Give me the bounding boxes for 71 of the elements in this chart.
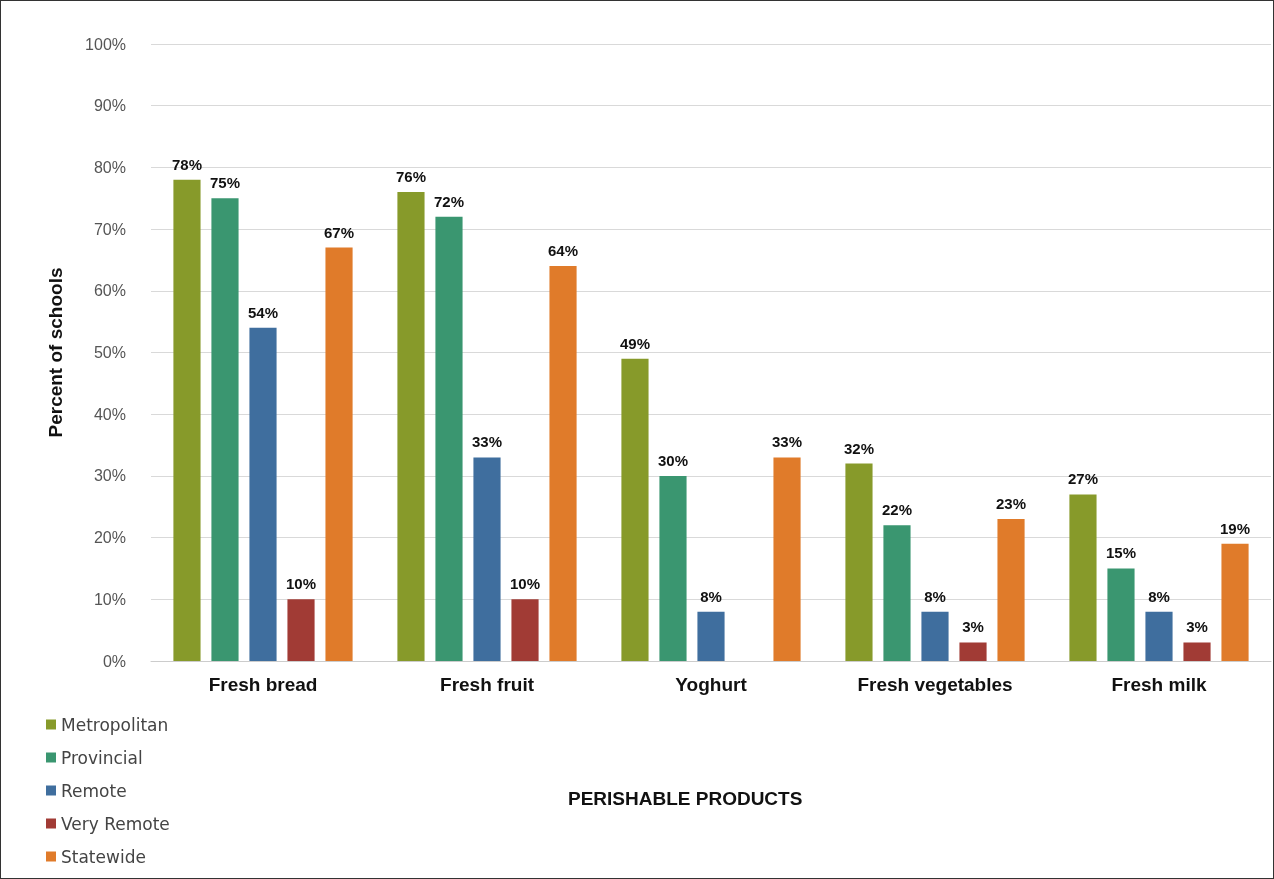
data-label: 8% — [924, 587, 946, 605]
y-axis-title: Percent of schools — [45, 267, 66, 438]
x-tick-label: Fresh milk — [1111, 674, 1207, 695]
data-label: 23% — [996, 495, 1027, 513]
x-axis-title: PERISHABLE PRODUCTS — [568, 788, 803, 809]
bar — [435, 216, 463, 661]
bar — [1145, 611, 1173, 661]
legend-label: Very Remote — [61, 813, 170, 834]
y-tick-label: 40% — [93, 405, 126, 423]
bar — [249, 327, 277, 661]
data-label: 54% — [247, 303, 279, 321]
x-tick-label: Yoghurt — [675, 674, 748, 695]
bar — [959, 642, 987, 661]
y-tick-label: 10% — [93, 590, 126, 608]
bar — [1069, 494, 1097, 661]
data-label: 3% — [1186, 618, 1208, 636]
y-tick-label: 50% — [93, 344, 126, 361]
data-label: 15% — [1105, 544, 1136, 562]
data-label: 67% — [324, 223, 355, 241]
data-label: 30% — [657, 451, 688, 469]
x-tick-label: Fresh bread — [208, 674, 318, 695]
bar — [697, 611, 725, 661]
y-tick-label: 90% — [93, 97, 126, 115]
data-label: 22% — [881, 501, 912, 519]
data-label: 10% — [510, 575, 541, 593]
bar — [211, 198, 239, 661]
y-tick-label: 0% — [102, 652, 126, 670]
y-tick-label: 80% — [93, 158, 126, 176]
bar — [773, 457, 801, 661]
bar — [549, 266, 577, 661]
bar — [883, 525, 911, 661]
bar — [511, 599, 539, 661]
y-tick-label: 60% — [93, 282, 126, 300]
bar — [473, 457, 501, 661]
legend-label: Statewide — [61, 846, 146, 867]
data-label: 33% — [471, 433, 503, 451]
y-tick-label: 30% — [93, 467, 126, 485]
y-tick-label: 70% — [93, 220, 126, 238]
bar — [173, 179, 201, 661]
bar — [997, 519, 1025, 661]
bar — [325, 247, 353, 661]
legend-label: Remote — [61, 780, 127, 801]
data-label: 33% — [772, 433, 803, 451]
bar — [621, 358, 649, 661]
bar — [1221, 543, 1249, 661]
data-label: 72% — [433, 192, 464, 210]
data-label: 49% — [619, 334, 650, 352]
data-label: 78% — [171, 155, 202, 173]
data-label: 8% — [1148, 587, 1170, 605]
bar — [1183, 642, 1211, 661]
x-tick-label: Fresh vegetables — [857, 674, 1013, 695]
data-label: 75% — [209, 174, 240, 192]
data-label: 8% — [700, 587, 722, 605]
y-tick-label: 100% — [85, 35, 126, 53]
data-label: 3% — [962, 618, 984, 636]
bar — [659, 475, 687, 661]
data-label: 76% — [395, 168, 426, 186]
data-label: 19% — [1220, 519, 1251, 537]
x-tick-label: Fresh fruit — [440, 674, 535, 695]
legend-label: Provincial — [61, 747, 143, 768]
data-label: 32% — [843, 439, 874, 457]
bar — [397, 192, 425, 661]
bar — [845, 463, 873, 661]
legend-label: Metropolitan — [61, 714, 169, 735]
data-label: 27% — [1067, 470, 1098, 488]
bar — [287, 599, 315, 661]
data-label: 64% — [548, 242, 579, 260]
bar — [921, 611, 949, 661]
bar — [1107, 568, 1135, 661]
data-label: 10% — [286, 575, 317, 593]
y-tick-label: 20% — [93, 529, 126, 547]
